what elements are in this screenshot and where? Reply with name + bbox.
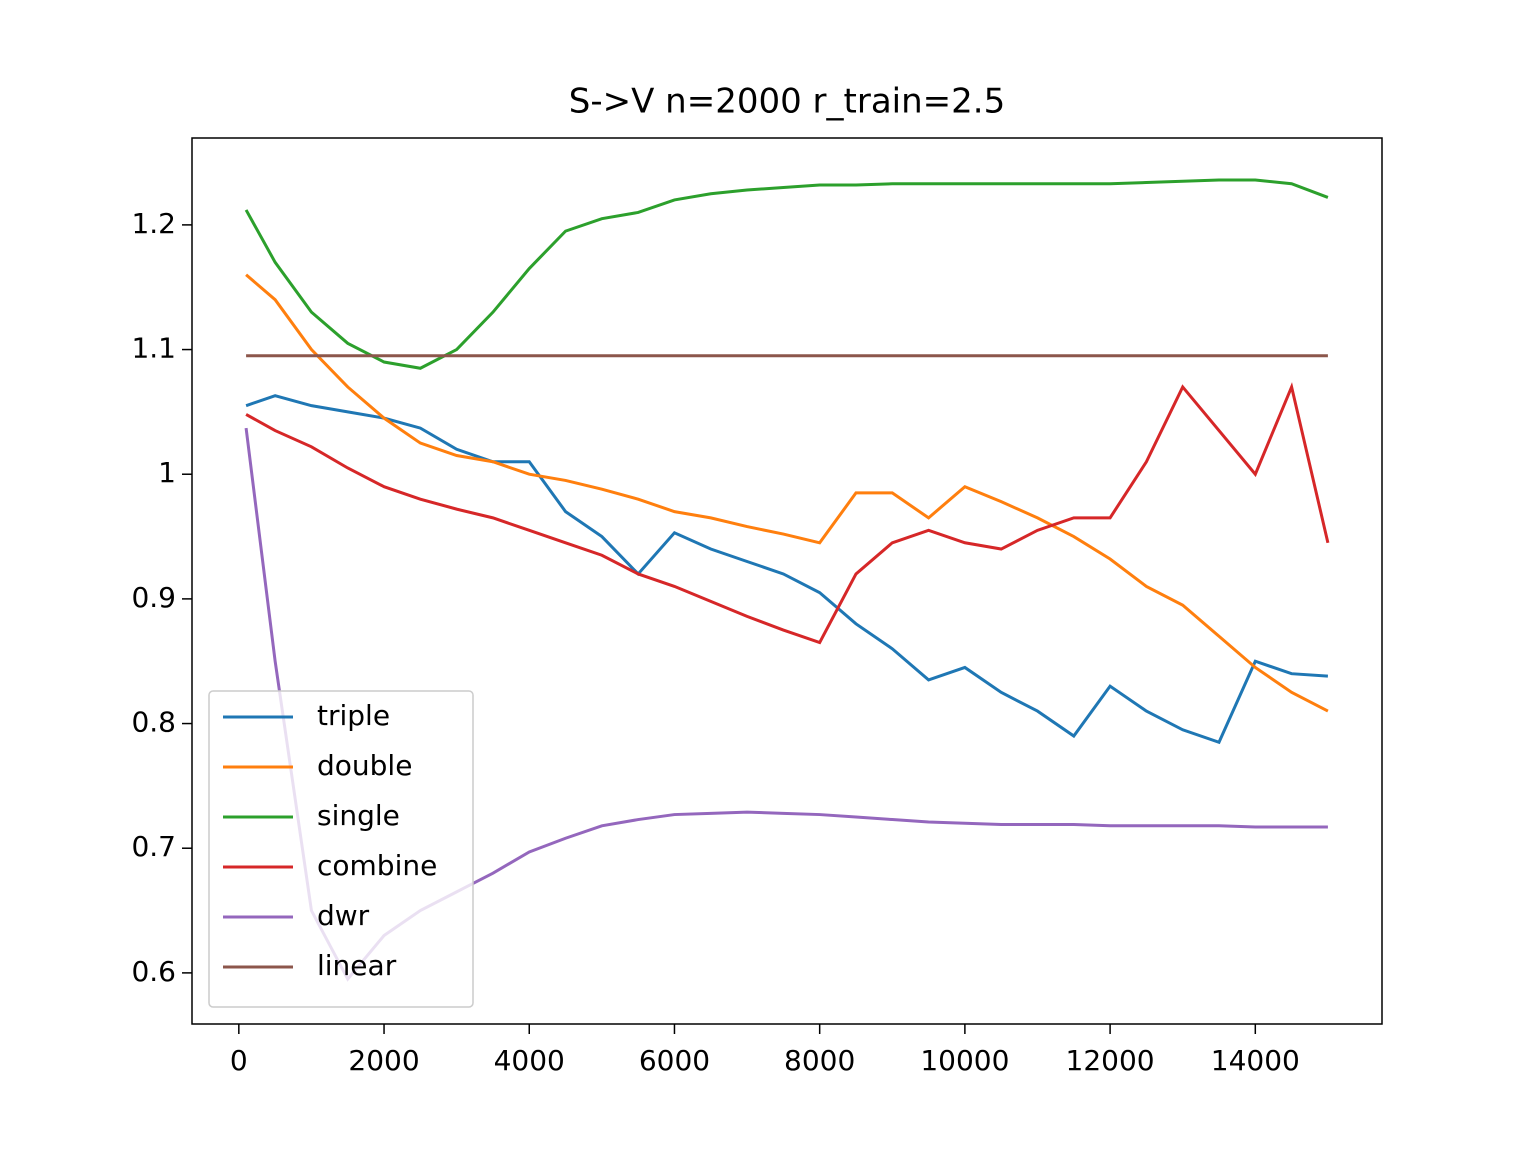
x-tick-label: 14000 [1211, 1044, 1300, 1077]
y-tick-label: 0.7 [131, 830, 176, 863]
series-line [245, 394, 1329, 745]
x-tick-label: 0 [230, 1044, 248, 1077]
legend-label: linear [317, 949, 397, 982]
x-tick-label: 8000 [784, 1044, 855, 1077]
x-tick-label: 10000 [920, 1044, 1009, 1077]
x-tick-label: 4000 [494, 1044, 565, 1077]
y-tick-label: 1.2 [131, 207, 176, 240]
x-tick-label: 6000 [639, 1044, 710, 1077]
y-tick-label: 1.1 [131, 332, 176, 365]
series-line [245, 273, 1329, 713]
y-tick-label: 0.8 [131, 706, 176, 739]
legend-label: dwr [317, 899, 370, 932]
plot-frame [191, 137, 1383, 1025]
x-tick-label: 2000 [348, 1044, 419, 1077]
y-tick-label: 0.9 [131, 581, 176, 614]
y-tick-label: 1 [158, 456, 176, 489]
legend-label: double [317, 749, 412, 782]
series-line [245, 382, 1330, 645]
legend-label: triple [317, 699, 390, 732]
x-tick-label: 12000 [1066, 1044, 1155, 1077]
series-line [244, 178, 1329, 370]
chart-title: S->V n=2000 r_train=2.5 [569, 82, 1005, 122]
y-tick-label: 0.6 [131, 955, 176, 988]
legend-label: single [317, 799, 400, 832]
legend-box [208, 690, 474, 1008]
legend-label: combine [317, 849, 437, 882]
